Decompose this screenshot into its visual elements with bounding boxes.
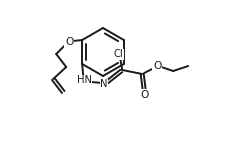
Text: HN: HN <box>77 75 92 85</box>
Text: Cl: Cl <box>113 49 123 59</box>
Text: O: O <box>153 61 162 71</box>
Text: N: N <box>101 79 108 89</box>
Text: O: O <box>65 37 73 47</box>
Text: O: O <box>140 90 148 100</box>
